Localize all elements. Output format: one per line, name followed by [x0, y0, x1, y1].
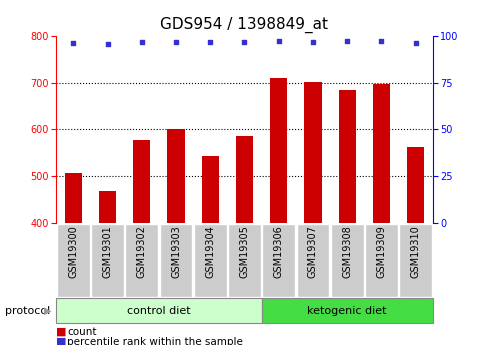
- FancyBboxPatch shape: [261, 298, 432, 323]
- Point: [69, 40, 77, 46]
- Point: [343, 39, 350, 44]
- Bar: [201, 156, 218, 345]
- FancyBboxPatch shape: [56, 298, 261, 323]
- Title: GDS954 / 1398849_at: GDS954 / 1398849_at: [160, 17, 328, 33]
- Text: GSM19306: GSM19306: [273, 226, 283, 278]
- Point: [172, 39, 180, 45]
- Bar: [338, 90, 355, 345]
- Text: GSM19307: GSM19307: [307, 226, 317, 278]
- Point: [308, 39, 316, 45]
- Point: [206, 39, 214, 45]
- Bar: [304, 82, 321, 345]
- Text: GSM19305: GSM19305: [239, 226, 249, 278]
- Point: [377, 39, 385, 44]
- Bar: [372, 84, 389, 345]
- FancyBboxPatch shape: [364, 224, 397, 297]
- FancyBboxPatch shape: [262, 224, 295, 297]
- FancyBboxPatch shape: [159, 224, 192, 297]
- FancyBboxPatch shape: [330, 224, 363, 297]
- Text: GSM19300: GSM19300: [68, 226, 78, 278]
- FancyBboxPatch shape: [227, 224, 261, 297]
- Bar: [133, 140, 150, 345]
- Text: ■: ■: [56, 327, 66, 337]
- Point: [103, 41, 111, 47]
- FancyBboxPatch shape: [193, 224, 226, 297]
- Text: protocol: protocol: [5, 306, 50, 315]
- Point: [240, 39, 248, 45]
- Bar: [167, 129, 184, 345]
- Text: GSM19309: GSM19309: [376, 226, 386, 278]
- Text: GSM19304: GSM19304: [205, 226, 215, 278]
- Bar: [269, 78, 286, 345]
- Text: ▶: ▶: [44, 306, 52, 315]
- Text: ■: ■: [56, 337, 66, 345]
- Point: [138, 39, 145, 45]
- Bar: [406, 147, 423, 345]
- FancyBboxPatch shape: [57, 224, 90, 297]
- Text: GSM19308: GSM19308: [342, 226, 351, 278]
- Text: GSM19310: GSM19310: [410, 226, 420, 278]
- Bar: [64, 173, 81, 345]
- Point: [274, 39, 282, 44]
- Bar: [235, 136, 253, 345]
- Bar: [99, 191, 116, 345]
- Text: control diet: control diet: [127, 306, 190, 315]
- Text: GSM19303: GSM19303: [171, 226, 181, 278]
- FancyBboxPatch shape: [91, 224, 124, 297]
- Point: [411, 40, 419, 46]
- FancyBboxPatch shape: [125, 224, 158, 297]
- Text: GSM19301: GSM19301: [102, 226, 112, 278]
- Text: percentile rank within the sample: percentile rank within the sample: [67, 337, 243, 345]
- Text: ketogenic diet: ketogenic diet: [307, 306, 386, 315]
- FancyBboxPatch shape: [398, 224, 431, 297]
- Text: GSM19302: GSM19302: [137, 226, 146, 278]
- FancyBboxPatch shape: [296, 224, 329, 297]
- Text: count: count: [67, 327, 97, 337]
